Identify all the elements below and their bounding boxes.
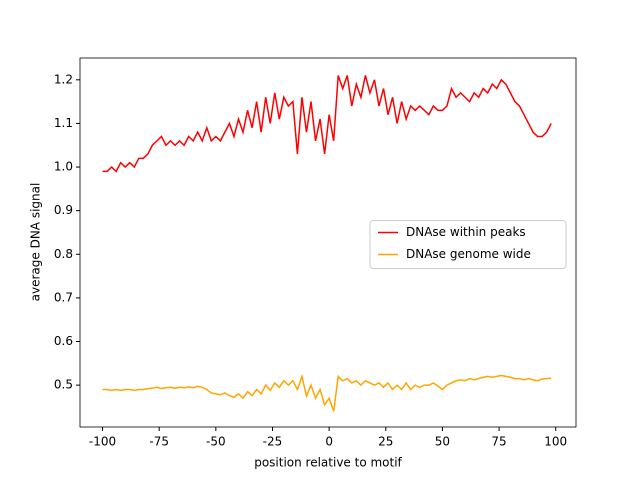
- y-tick-label: 0.7: [54, 290, 73, 304]
- legend-label: DNAse genome wide: [406, 247, 531, 261]
- legend-label: DNAse within peaks: [406, 225, 526, 239]
- line-series: [102, 75, 552, 173]
- x-tick-label: 75: [491, 435, 506, 449]
- x-tick-label: 100: [544, 435, 567, 449]
- y-tick-label: 0.6: [54, 334, 73, 348]
- legend-frame: [369, 220, 567, 269]
- x-axis-label: position relative to motif: [254, 456, 402, 470]
- x-tick-label: -50: [206, 435, 226, 449]
- x-tick-label: 25: [378, 435, 393, 449]
- y-tick-label: 1.0: [54, 160, 73, 174]
- y-tick-label: 0.5: [54, 378, 73, 392]
- y-tick-label: 0.8: [54, 247, 73, 261]
- line-series: [102, 373, 552, 412]
- plot-frame: [79, 57, 577, 428]
- x-tick-label: 50: [435, 435, 450, 449]
- y-tick-label: 1.1: [54, 116, 73, 130]
- x-tick-label: 0: [325, 435, 333, 449]
- x-tick-label: -75: [149, 435, 169, 449]
- x-tick-label: -25: [263, 435, 283, 449]
- y-tick-label: 0.9: [54, 203, 73, 217]
- y-axis-label: average DNA signal: [29, 183, 43, 302]
- x-tick-label: -100: [89, 435, 116, 449]
- y-tick-label: 1.2: [54, 72, 73, 86]
